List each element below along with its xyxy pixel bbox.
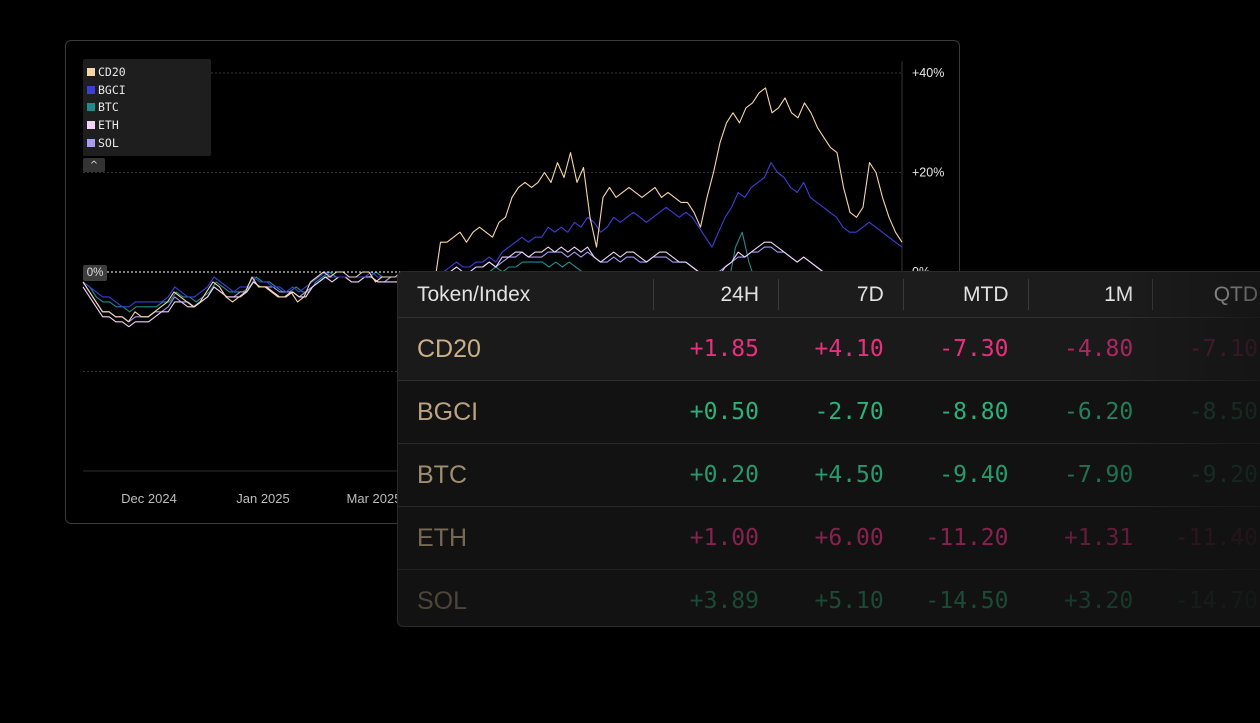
legend-item-bgci[interactable]: BGCI	[87, 81, 211, 99]
legend-item-btc[interactable]: BTC	[87, 99, 211, 117]
row-value-qtd: -14.70	[1174, 588, 1259, 614]
legend-label: BTC	[98, 100, 119, 115]
row-value-7d: -2.70	[814, 399, 884, 425]
legend-swatch	[87, 85, 95, 94]
row-token-name: ETH	[417, 523, 467, 552]
row-value-24h: +0.20	[689, 462, 760, 488]
x-tick-label: Jan 2025	[236, 491, 290, 506]
table-row[interactable]: BTC +0.20 +4.50 -9.40 -7.90 -9.20	[398, 444, 1260, 507]
row-value-7d: +4.50	[814, 462, 884, 488]
series-line-cd20	[82, 87, 903, 323]
row-value-mtd: -7.30	[939, 336, 1009, 362]
row-value-7d: +4.10	[814, 336, 884, 362]
row-value-1m: -4.80	[1064, 336, 1134, 362]
legend-swatch	[87, 121, 95, 130]
legend-item-cd20[interactable]: CD20	[87, 63, 211, 81]
row-value-qtd: -8.50	[1188, 399, 1259, 425]
legend-label: SOL	[98, 136, 119, 151]
header-mtd[interactable]: MTD	[902, 272, 1028, 317]
legend-label: ETH	[98, 118, 119, 133]
legend-swatch	[87, 103, 95, 112]
y-tick-label: +40%	[912, 66, 944, 80]
row-token-name: BGCI	[417, 397, 479, 426]
header-token-index[interactable]: Token/Index	[417, 282, 531, 306]
legend-item-eth[interactable]: ETH	[87, 116, 211, 134]
table-header: Token/Index 24H 7D MTD 1M QTD	[398, 272, 1260, 318]
chevron-up-icon[interactable]: ^	[83, 158, 105, 172]
legend-label: CD20	[98, 64, 126, 79]
row-value-1m: -6.20	[1064, 399, 1134, 425]
row-value-mtd: -14.50	[925, 588, 1009, 614]
returns-table: Token/Index 24H 7D MTD 1M QTD CD20 +1.85 +…	[397, 271, 1260, 627]
legend-swatch	[87, 67, 95, 76]
header-24h[interactable]: 24H	[653, 272, 778, 317]
row-token-name: SOL	[417, 586, 468, 615]
row-value-qtd: -7.10	[1188, 336, 1259, 362]
header-7d[interactable]: 7D	[778, 272, 903, 317]
y-tick-label: +20%	[912, 166, 944, 180]
legend-item-sol[interactable]: SOL	[87, 134, 211, 152]
series-line-eth	[82, 241, 903, 328]
table-row[interactable]: SOL +3.89 +5.10 -14.50 +3.20 -14.70	[398, 570, 1260, 626]
header-qtd[interactable]: QTD	[1152, 272, 1260, 317]
series-line-bgci	[82, 162, 903, 308]
row-value-7d: +6.00	[814, 525, 884, 551]
table-row[interactable]: BGCI +0.50 -2.70 -8.80 -6.20 -8.50	[398, 381, 1260, 444]
x-tick-label: Dec 2024	[121, 491, 177, 506]
row-value-24h: +0.50	[689, 399, 760, 425]
row-value-qtd: -11.40	[1174, 525, 1259, 551]
legend-label: BGCI	[98, 82, 126, 97]
row-value-24h: +3.89	[689, 588, 760, 614]
row-token-name: BTC	[417, 460, 467, 489]
row-value-mtd: -11.20	[925, 525, 1009, 551]
row-value-1m: +1.31	[1064, 525, 1134, 551]
row-value-1m: -7.90	[1064, 462, 1134, 488]
row-token-name: CD20	[417, 334, 481, 363]
header-1m[interactable]: 1M	[1027, 272, 1153, 317]
table-row[interactable]: CD20 +1.85 +4.10 -7.30 -4.80 -7.10	[398, 318, 1260, 381]
row-value-7d: +5.10	[814, 588, 884, 614]
row-value-mtd: -8.80	[939, 399, 1009, 425]
row-value-1m: +3.20	[1064, 588, 1134, 614]
row-value-24h: +1.00	[689, 525, 760, 551]
row-value-mtd: -9.40	[939, 462, 1009, 488]
table-row[interactable]: ETH +1.00 +6.00 -11.20 +1.31 -11.40	[398, 507, 1260, 570]
table-body: CD20 +1.85 +4.10 -7.30 -4.80 -7.10 BGCI +0.50 -2…	[398, 318, 1260, 626]
zero-baseline-label: 0%	[83, 265, 107, 281]
row-value-qtd: -9.20	[1188, 462, 1259, 488]
row-value-24h: +1.85	[689, 336, 760, 362]
legend-swatch	[87, 139, 95, 148]
chart-legend: CD20 BGCI BTC ETH SOL	[83, 59, 211, 156]
x-tick-label: Mar 2025	[347, 491, 402, 506]
